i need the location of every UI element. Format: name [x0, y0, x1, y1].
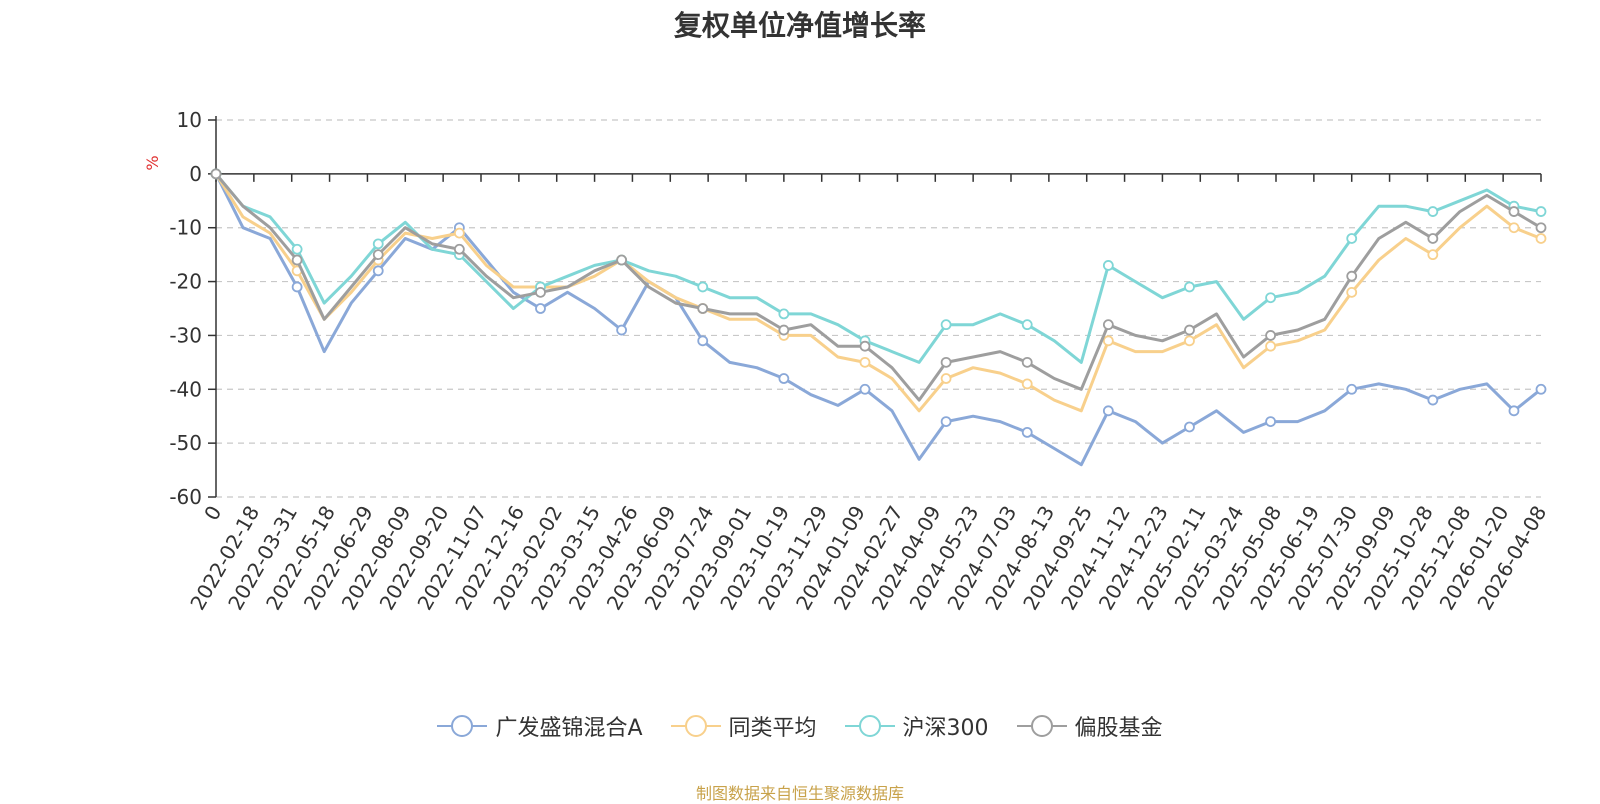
- data-point: [291, 281, 303, 293]
- legend-marker-icon: [1016, 714, 1067, 738]
- legend-label: 广发盛锦混合A: [495, 716, 643, 741]
- data-point: [1265, 330, 1276, 341]
- y-tick-label: -50: [169, 431, 202, 455]
- data-point: [940, 373, 952, 384]
- data-point: [1021, 356, 1033, 368]
- data-point: [1427, 206, 1439, 217]
- data-point: [535, 303, 546, 314]
- legend-label: 沪深300: [902, 716, 989, 741]
- data-point: [1508, 206, 1520, 217]
- legend-marker-icon: [437, 714, 488, 738]
- data-point: [1265, 416, 1276, 428]
- data-point: [1265, 340, 1276, 352]
- y-axis-unit: %: [143, 155, 162, 170]
- data-point: [453, 227, 465, 239]
- y-tick-label: -30: [169, 323, 202, 347]
- data-point: [1535, 233, 1547, 244]
- data-point: [1508, 222, 1520, 234]
- data-point: [1427, 394, 1439, 406]
- data-point: [778, 373, 790, 384]
- legend-label: 偏股基金: [1074, 716, 1163, 741]
- data-point: [1184, 335, 1195, 347]
- data-point: [1508, 405, 1520, 417]
- data-point: [1184, 421, 1195, 433]
- data-point: [1265, 292, 1276, 304]
- series-line: [214, 172, 1542, 364]
- data-point: [859, 340, 871, 352]
- data-point: [291, 254, 303, 266]
- data-point: [372, 265, 384, 277]
- data-point: [535, 286, 546, 298]
- x-tick-label: 0: [199, 502, 226, 525]
- data-point: [616, 324, 628, 336]
- data-point: [940, 319, 952, 331]
- y-tick-label: -40: [169, 377, 202, 401]
- legend: 广发盛锦混合A 同类平均 沪深300 偏股基金: [0, 710, 1600, 742]
- data-point: [453, 243, 465, 255]
- series-line: [214, 172, 1542, 402]
- data-point: [859, 356, 871, 368]
- data-point: [1021, 319, 1033, 331]
- data-point: [1021, 378, 1033, 390]
- data-point: [1184, 281, 1195, 293]
- data-point: [859, 383, 871, 395]
- legend-item[interactable]: 沪深300: [844, 710, 989, 742]
- data-point: [372, 238, 384, 250]
- data-point: [372, 249, 384, 261]
- data-point: [616, 254, 628, 266]
- data-point: [940, 416, 952, 428]
- y-tick-label: -20: [169, 270, 202, 294]
- data-point: [1102, 405, 1114, 417]
- series-line: [214, 173, 1542, 413]
- data-point: [778, 324, 790, 336]
- data-point: [1535, 383, 1547, 395]
- data-point: [1427, 249, 1439, 261]
- data-point: [1535, 222, 1547, 234]
- data-point: [1346, 233, 1358, 244]
- data-point: [291, 243, 303, 255]
- data-point: [697, 335, 709, 347]
- series-line: [214, 173, 1542, 467]
- data-point: [1102, 260, 1114, 271]
- data-point: [697, 303, 709, 314]
- legend-item[interactable]: 广发盛锦混合A: [437, 710, 643, 742]
- y-tick-label: -60: [169, 485, 202, 509]
- y-tick-label: -10: [169, 216, 202, 240]
- data-point: [1184, 324, 1195, 336]
- chart-title: 复权单位净值增长率: [673, 9, 926, 42]
- y-tick-label: 0: [189, 162, 202, 186]
- data-point: [1102, 319, 1114, 331]
- data-point: [940, 356, 952, 368]
- data-point: [1102, 335, 1114, 347]
- y-tick-label: 10: [177, 108, 202, 132]
- legend-item[interactable]: 偏股基金: [1016, 710, 1163, 742]
- legend-marker-icon: [844, 714, 895, 738]
- legend-item[interactable]: 同类平均: [670, 710, 817, 742]
- data-point: [1346, 383, 1358, 395]
- data-point: [1346, 286, 1358, 298]
- data-point: [210, 168, 222, 180]
- data-point: [697, 281, 709, 293]
- legend-label: 同类平均: [728, 716, 817, 741]
- data-source-note: 制图数据来自恒生聚源数据库: [695, 784, 904, 803]
- data-point: [1535, 206, 1547, 217]
- line-chart: 100-10-20-30-40-50-60%02022-02-182022-03…: [143, 108, 1551, 614]
- data-point: [1346, 270, 1358, 282]
- data-point: [1427, 233, 1439, 244]
- data-point: [778, 308, 790, 320]
- data-point: [1021, 426, 1033, 438]
- legend-marker-icon: [670, 714, 721, 738]
